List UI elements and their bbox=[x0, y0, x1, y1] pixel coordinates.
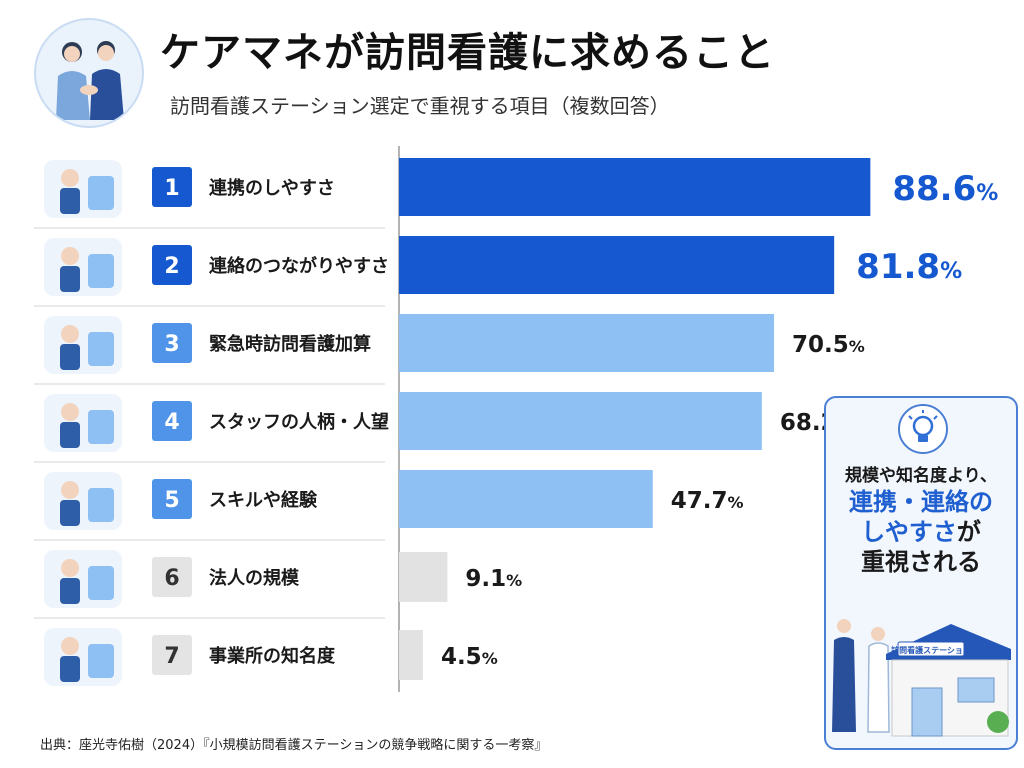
category-label: 事業所の知名度 bbox=[209, 645, 336, 667]
bar bbox=[399, 314, 775, 372]
rank-number: 4 bbox=[164, 410, 179, 435]
station-sign: 訪問看護ステーション bbox=[891, 645, 971, 655]
header-handshake-illustration bbox=[34, 18, 144, 128]
rank-number: 6 bbox=[164, 566, 179, 591]
rank-number: 2 bbox=[164, 254, 179, 279]
callout-highlight-2: しやすさ bbox=[861, 518, 957, 547]
callout-highlight-1: 連携・連絡の bbox=[849, 488, 993, 517]
value-label: 70.5% bbox=[792, 332, 865, 358]
smartphone-chat-icon bbox=[44, 238, 122, 296]
rank-badge bbox=[152, 323, 192, 363]
value-label: 4.5% bbox=[441, 644, 498, 670]
callout-message: 規模や知名度より、 連携・連絡の しやすさが 重視される bbox=[826, 466, 1016, 577]
bar bbox=[399, 158, 871, 216]
nurse-tablet-icon bbox=[44, 472, 122, 530]
rank-number: 3 bbox=[164, 332, 179, 357]
callout-tail: が bbox=[956, 518, 981, 547]
bar bbox=[399, 392, 762, 450]
source-citation: 出典：座光寺佑樹（2024）『小規模訪問看護ステーションの競争戦略に関する一考察… bbox=[40, 738, 548, 753]
value-label: 81.8% bbox=[856, 247, 962, 287]
nurse-icon bbox=[871, 627, 885, 641]
summary-callout: 規模や知名度より、 連携・連絡の しやすさが 重視される 訪問看護ステーション bbox=[824, 396, 1018, 750]
page-subtitle: 訪問看護ステーション選定で重視する項目（複数回答） bbox=[170, 94, 670, 118]
rank-badge bbox=[152, 245, 192, 285]
rank-badge bbox=[152, 167, 192, 207]
office-building-icon bbox=[44, 550, 122, 608]
rank-number: 1 bbox=[164, 176, 179, 201]
rank-badge bbox=[152, 479, 192, 519]
category-label: スキルや経験 bbox=[209, 489, 318, 511]
rank-badge bbox=[152, 401, 192, 441]
category-label: 法人の規模 bbox=[209, 567, 300, 589]
category-label: 連携のしやすさ bbox=[209, 177, 335, 199]
page-title: ケアマネが訪問看護に求めること bbox=[160, 30, 775, 76]
clipboard-shield-icon bbox=[44, 316, 122, 374]
category-label: スタッフの人柄・人望 bbox=[209, 411, 389, 433]
category-label: 連絡のつながりやすさ bbox=[209, 255, 389, 277]
bar bbox=[399, 470, 653, 528]
ranking-bar-chart: 1 連携のしやすさ 88.6% 2 連絡のつながりやすさ 81.8% 3 緊急時訪問看護加算 7… bbox=[0, 140, 1024, 700]
lightbulb-icon bbox=[898, 404, 948, 454]
handshake-people-icon bbox=[56, 41, 124, 120]
callout-line-1: 規模や知名度より、 bbox=[845, 466, 997, 486]
staff-group-icon bbox=[44, 394, 122, 452]
doctor-icon bbox=[837, 619, 851, 633]
clinic-storefront-icon bbox=[44, 628, 122, 686]
rank-badge bbox=[152, 557, 192, 597]
bar bbox=[399, 236, 835, 294]
handshake-puzzle-icon bbox=[44, 160, 122, 218]
value-label: 47.7% bbox=[671, 488, 744, 514]
bar bbox=[399, 552, 448, 602]
rank-badge bbox=[152, 635, 192, 675]
callout-line-4: 重視される bbox=[861, 548, 981, 577]
rank-number: 5 bbox=[164, 488, 179, 513]
value-label: 88.6% bbox=[892, 169, 998, 209]
rank-number: 7 bbox=[164, 644, 179, 669]
bar bbox=[399, 630, 423, 680]
value-label: 9.1% bbox=[465, 566, 522, 592]
category-label: 緊急時訪問看護加算 bbox=[209, 333, 371, 355]
station-building-illustration: 訪問看護ステーション bbox=[832, 619, 1011, 737]
